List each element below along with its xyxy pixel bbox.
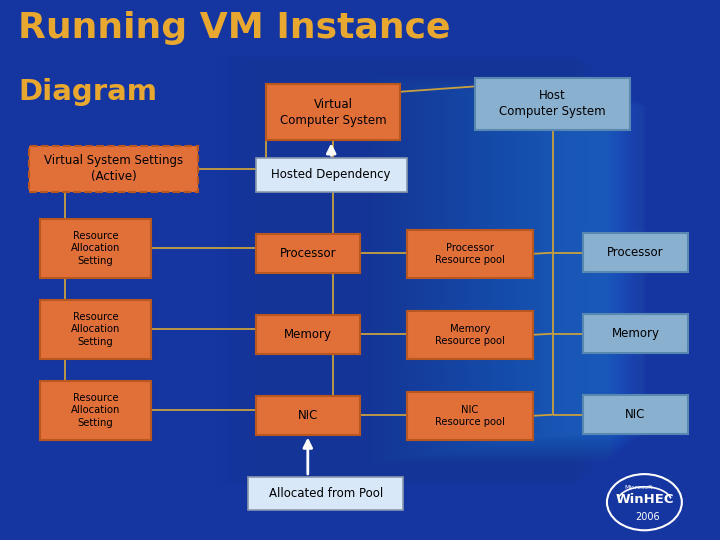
Bar [432,86,619,454]
Bar [312,69,595,471]
Bar [336,72,600,468]
Bar [402,82,613,458]
Bar [450,89,623,451]
FancyBboxPatch shape [256,315,360,354]
Bar [462,91,625,449]
FancyBboxPatch shape [475,78,630,130]
Bar [330,71,599,469]
Bar [570,107,647,433]
Text: WinHEC: WinHEC [615,493,674,506]
Bar [324,70,598,470]
Bar [276,63,588,477]
Text: Resource
Allocation
Setting: Resource Allocation Setting [71,393,120,428]
Bar [420,85,617,455]
Text: Memory: Memory [611,327,660,340]
Bar [246,58,582,482]
Bar [516,99,636,441]
Bar [216,54,576,486]
Bar [456,90,624,450]
Bar [348,74,603,466]
Text: Virtual
Computer System: Virtual Computer System [279,98,387,126]
FancyBboxPatch shape [40,300,151,359]
Text: NIC: NIC [625,408,646,421]
Bar [498,96,632,444]
FancyBboxPatch shape [583,314,688,353]
Text: Virtual System Settings
(Active): Virtual System Settings (Active) [44,154,183,183]
FancyBboxPatch shape [583,233,688,272]
FancyBboxPatch shape [29,146,198,192]
Text: NIC
Resource pool: NIC Resource pool [435,404,505,427]
Bar [240,58,581,482]
Bar [360,76,605,464]
Text: Resource
Allocation
Setting: Resource Allocation Setting [71,312,120,347]
Text: Processor
Resource pool: Processor Resource pool [435,242,505,265]
FancyBboxPatch shape [40,381,151,440]
FancyBboxPatch shape [407,230,533,278]
Text: Memory
Resource pool: Memory Resource pool [435,323,505,346]
Bar [366,77,606,463]
Bar [270,62,587,478]
FancyBboxPatch shape [266,84,400,140]
Bar [408,83,614,457]
Text: NIC: NIC [297,409,318,422]
Bar [546,104,642,436]
Bar [474,93,628,447]
Bar [294,66,592,474]
Bar [504,97,634,443]
FancyBboxPatch shape [256,396,360,435]
Bar [222,55,577,485]
Bar [228,56,578,484]
Bar [378,78,608,462]
Bar [444,88,621,452]
Text: Microsoft: Microsoft [624,484,653,490]
FancyBboxPatch shape [256,158,407,192]
Text: Processor: Processor [607,246,664,259]
Bar [528,101,639,439]
FancyBboxPatch shape [40,219,151,278]
Text: Memory: Memory [284,328,332,341]
FancyBboxPatch shape [256,234,360,273]
Text: Running VM Instance: Running VM Instance [18,11,451,45]
Text: 2006: 2006 [636,512,660,522]
Bar [264,61,585,479]
FancyBboxPatch shape [583,395,688,434]
Bar [258,60,585,480]
Bar [510,98,635,442]
Bar [300,66,593,474]
Bar [486,94,630,445]
Bar [252,59,583,481]
Bar [414,84,616,456]
Bar [282,64,589,476]
Bar [438,87,621,453]
Text: Diagram: Diagram [18,78,157,106]
Bar [492,96,631,444]
Bar [480,93,629,447]
Bar [552,104,643,436]
Bar [288,65,590,475]
FancyBboxPatch shape [407,392,533,440]
Bar [318,69,596,471]
Bar [534,102,639,438]
Text: Allocated from Pool: Allocated from Pool [269,487,383,500]
Bar [354,75,603,465]
FancyBboxPatch shape [248,477,403,510]
Bar [468,92,626,448]
Bar [564,106,646,434]
Bar [372,77,607,463]
FancyBboxPatch shape [407,310,533,359]
Bar [390,80,611,460]
Bar [342,73,601,467]
Bar [426,85,618,455]
Bar [306,68,594,472]
Bar [558,105,644,435]
Bar [234,57,580,483]
Text: Processor: Processor [279,247,336,260]
Bar [522,100,637,440]
Text: Resource
Allocation
Setting: Resource Allocation Setting [71,231,120,266]
Bar [384,79,610,461]
Bar [540,103,641,437]
Text: Host
Computer System: Host Computer System [499,90,606,118]
Bar [396,81,612,459]
Text: Hosted Dependency: Hosted Dependency [271,168,391,181]
